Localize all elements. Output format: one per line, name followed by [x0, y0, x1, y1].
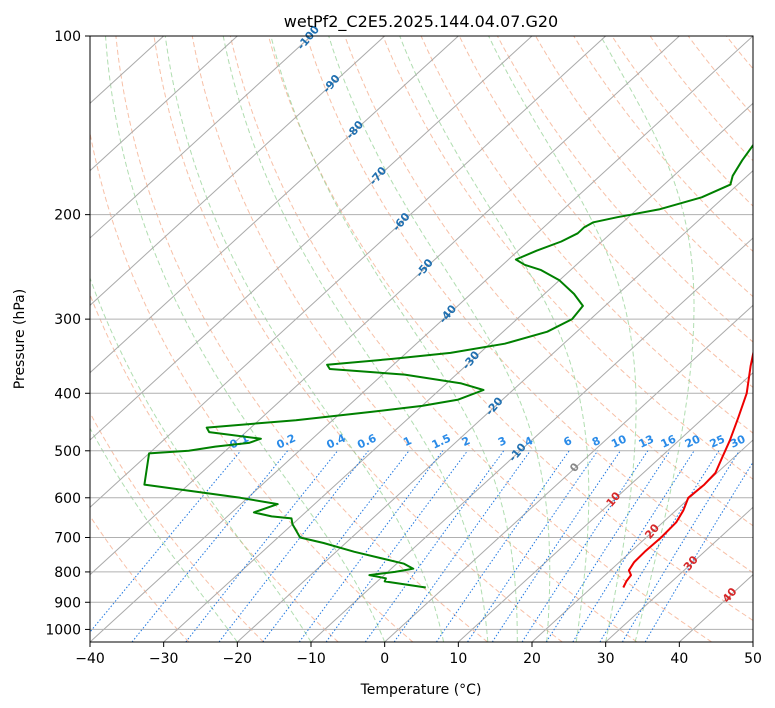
dry-adiabat-line	[649, 36, 753, 162]
dry-adiabat-line	[496, 36, 753, 343]
y-tick-label: 300	[54, 312, 81, 328]
y-tick-label: 1000	[45, 622, 81, 638]
x-tick-label: −10	[296, 651, 326, 667]
moist-adiabat-line	[399, 36, 590, 642]
dry-adiabat-line	[115, 36, 488, 642]
x-axis: −40 −30 −20 −10 0 10 20 30 40 50	[75, 642, 762, 667]
x-tick-label: 10	[449, 651, 467, 667]
mixing-ratio-line	[545, 450, 671, 642]
dry-adiabat-line	[90, 130, 414, 642]
moist-adiabat-line	[488, 36, 637, 642]
mixing-ratio-line	[393, 450, 531, 642]
y-tick-label: 500	[54, 444, 81, 460]
chart-title: wetPf2_C2E5.2025.144.04.07.G20	[284, 12, 558, 32]
dry-adiabat-line	[306, 36, 753, 574]
dry-adiabat-line	[765, 36, 775, 642]
dry-adiabat-line	[268, 36, 753, 622]
isotherm-line	[90, 36, 386, 307]
dry-adiabat-line	[535, 36, 753, 298]
isotherm-line	[90, 36, 680, 576]
mixing-ratio-line	[491, 450, 621, 642]
x-tick-label: −20	[223, 651, 253, 667]
isotherm-line	[90, 36, 312, 239]
mixing-ratio-label: 13	[637, 433, 656, 451]
y-tick-label: 900	[54, 595, 81, 611]
mixing-ratio-label: 10	[609, 432, 629, 450]
dry-adiabat-line	[90, 515, 190, 642]
dewpoint-line	[143, 143, 753, 589]
x-tick-label: 20	[523, 651, 541, 667]
mixing-ratio-line	[364, 450, 505, 642]
mixing-ratio-line	[599, 450, 720, 642]
dry-adiabat-line	[382, 36, 753, 480]
x-tick-label: 40	[670, 651, 688, 667]
mixing-ratio-line	[218, 450, 369, 642]
isotherm-line	[90, 36, 533, 441]
isotherm-line	[90, 36, 607, 509]
y-tick-label: 200	[54, 208, 81, 224]
plot-frame	[89, 35, 754, 643]
isotherm-line	[605, 506, 753, 642]
isotherm-line	[310, 237, 753, 642]
x-axis-label: Temperature (°C)	[360, 682, 482, 698]
y-tick-label: 100	[54, 29, 81, 45]
background-lines	[90, 36, 775, 642]
y-axis: 1000 900 800 700 600 500 400 300 200 100	[45, 29, 90, 638]
x-tick-label: 0	[380, 651, 389, 667]
isotherm-line	[90, 36, 459, 374]
isotherm-line	[163, 102, 753, 642]
mixing-ratio-line	[131, 450, 288, 642]
isotherm-line	[236, 169, 753, 642]
isotherm-line	[531, 439, 753, 642]
dry-adiabat-line	[229, 36, 712, 642]
moist-adiabat-line	[90, 427, 238, 642]
dry-adiabat-line	[611, 36, 753, 207]
mixing-ratio-line	[325, 450, 468, 642]
mixing-ratio-line	[467, 450, 599, 642]
isotherm-line	[90, 36, 753, 642]
moist-adiabat-line	[600, 36, 695, 642]
mixing-ratio-label: 16	[659, 432, 679, 450]
isotherm-line	[752, 641, 753, 642]
mixing-ratio-line	[572, 450, 695, 642]
y-axis-label: Pressure (hPa)	[12, 289, 28, 389]
moist-adiabat-line	[164, 36, 445, 642]
series-lines	[143, 143, 753, 589]
temperature-line	[622, 349, 753, 588]
isotherm-line	[384, 304, 753, 642]
mixing-ratio-label: 20	[683, 432, 703, 450]
x-tick-label: 30	[597, 651, 615, 667]
mixing-ratio-line	[435, 450, 570, 642]
x-tick-label: −30	[149, 651, 179, 667]
moist-adiabat-line	[222, 36, 489, 642]
dry-adiabat-line	[458, 36, 753, 389]
x-tick-label: 50	[744, 651, 762, 667]
isotherm-line	[457, 371, 753, 642]
mixing-ratio-label: 25	[708, 433, 727, 451]
y-tick-label: 700	[54, 531, 81, 547]
y-tick-label: 400	[54, 386, 81, 402]
mixing-ratio-label: 30	[728, 432, 748, 450]
dry-adiabat-line	[344, 36, 753, 527]
moist-adiabat-line	[270, 36, 518, 642]
mixing-ratio-line	[298, 450, 444, 642]
y-tick-label: 800	[54, 565, 81, 581]
mixing-ratio-line	[644, 461, 753, 642]
dry-adiabat-line	[191, 36, 638, 642]
y-tick-label: 600	[54, 491, 81, 507]
mixing-ratio-line	[90, 450, 242, 633]
x-tick-label: −40	[75, 651, 105, 667]
mixing-ratio-line	[262, 450, 410, 642]
isotherm-line	[90, 36, 238, 172]
mixing-ratio-line	[621, 450, 740, 642]
